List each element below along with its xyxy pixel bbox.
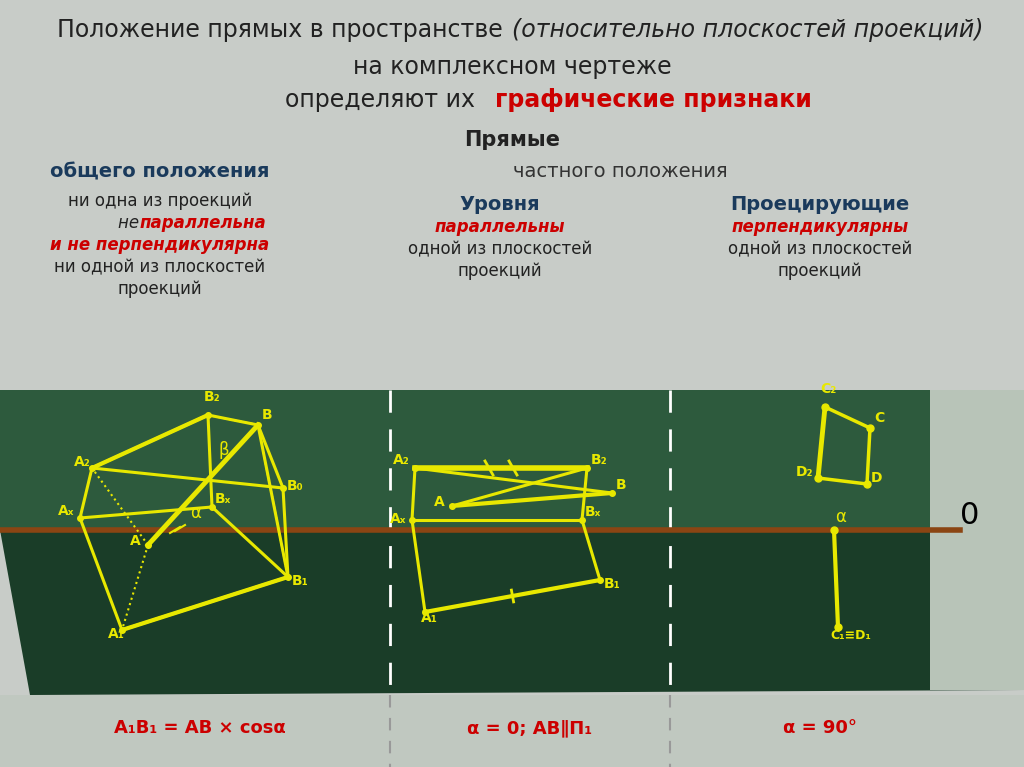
Text: перпендикулярны: перпендикулярны [731,218,908,236]
Text: Прямые: Прямые [464,130,560,150]
Text: Bₓ: Bₓ [215,492,231,506]
Text: проекций: проекций [118,280,203,298]
Text: C: C [874,411,885,425]
Text: D: D [871,471,883,485]
Text: общего положения: общего положения [50,162,269,181]
Text: одной из плоскостей: одной из плоскостей [728,240,912,258]
Text: определяют их: определяют их [285,88,490,112]
Bar [0,695,1024,767]
Text: ни одной из плоскостей: ни одной из плоскостей [54,258,265,276]
Text: A₁B₁ = AB × cosα: A₁B₁ = AB × cosα [114,719,286,737]
Text: C₁≡D₁: C₁≡D₁ [830,629,870,642]
Text: B: B [616,478,627,492]
Text: B₂: B₂ [591,453,607,467]
Text: B₁: B₁ [604,577,621,591]
Text: на комплексном чертеже: на комплексном чертеже [352,55,672,79]
Polygon shape [930,390,1024,690]
Text: B₁: B₁ [292,574,309,588]
Text: частного положения: частного положения [513,162,727,181]
Text: проекций: проекций [777,262,862,280]
Text: A: A [130,534,140,548]
Text: параллельна: параллельна [140,214,266,232]
Polygon shape [0,530,1024,695]
Text: A₁: A₁ [108,627,125,641]
Text: 0: 0 [961,501,979,529]
Polygon shape [0,390,1024,530]
Text: B₂: B₂ [204,390,220,404]
Text: α: α [190,504,201,522]
Text: A₁: A₁ [421,611,438,625]
Text: B₀: B₀ [287,479,304,493]
Text: параллельны: параллельны [435,218,565,236]
Text: одной из плоскостей: одной из плоскостей [408,240,592,258]
Text: не: не [118,214,144,232]
Text: и не перпендикулярна: и не перпендикулярна [50,236,269,254]
Bar [0,0,1024,390]
Text: α: α [835,508,846,526]
Text: графические признаки: графические признаки [495,88,812,112]
Text: β: β [218,441,228,459]
Text: Bₓ: Bₓ [585,505,601,519]
Text: проекций: проекций [458,262,543,280]
Text: A₂: A₂ [393,453,410,467]
Text: Aₓ: Aₓ [58,504,75,518]
Text: A₂: A₂ [74,455,91,469]
Text: (относительно плоскостей проекций): (относительно плоскостей проекций) [512,18,983,42]
Text: ни одна из проекций: ни одна из проекций [68,192,252,210]
Text: Уровня: Уровня [460,195,541,214]
Text: α = 0; AB∥Π₁: α = 0; AB∥Π₁ [467,719,593,737]
Text: Проецирующие: Проецирующие [730,195,909,214]
Text: C₂: C₂ [820,382,837,396]
Text: A: A [434,495,444,509]
Text: α = 90°: α = 90° [783,719,857,737]
Text: Положение прямых в пространстве: Положение прямых в пространстве [56,18,510,42]
Text: B: B [262,408,272,422]
Text: Aₓ: Aₓ [390,512,407,526]
Text: D₂: D₂ [796,465,813,479]
